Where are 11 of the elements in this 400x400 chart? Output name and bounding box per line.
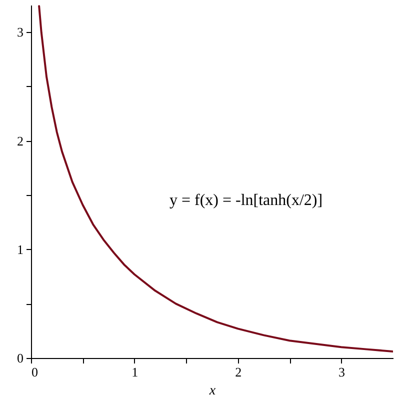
y-tick-label: 0 <box>17 350 24 366</box>
x-tick-label: 0 <box>32 364 38 380</box>
y-tick-label: 1 <box>17 242 24 257</box>
y-tick-label: 3 <box>17 24 24 40</box>
line-series <box>38 5 393 352</box>
y-tick-label: 2 <box>17 133 24 148</box>
x-tick-label: 1 <box>132 364 138 380</box>
x-axis-title: x <box>208 384 216 398</box>
x-tick-label: 2 <box>235 364 242 380</box>
x-tick-label: 3 <box>338 364 346 380</box>
annotation: y = f(x) = -ln[tanh(x/2)] <box>169 192 323 210</box>
